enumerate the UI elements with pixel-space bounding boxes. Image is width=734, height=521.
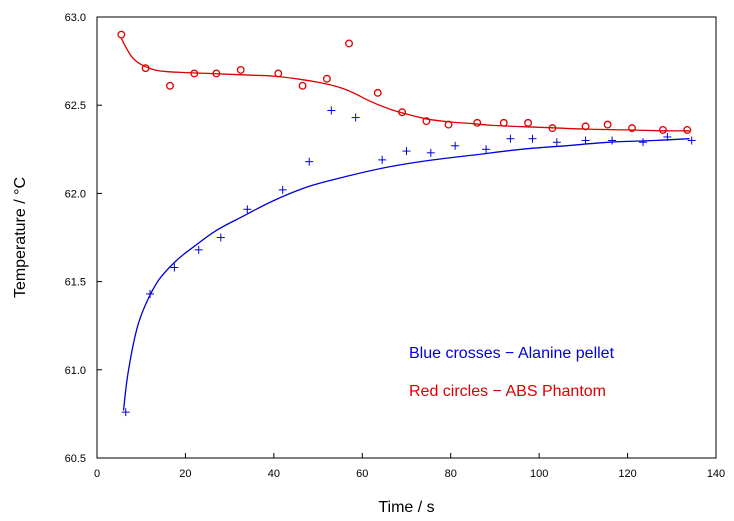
data-point-circle <box>444 120 453 129</box>
x-tick-label: 80 <box>445 468 457 480</box>
annotation-red-circles: Red circles − ABS Phantom <box>409 383 606 400</box>
data-markers <box>117 30 696 417</box>
data-point-cross <box>243 205 252 214</box>
axis-ticks <box>96 16 717 459</box>
annotation-blue-crosses: Blue crosses − Alanine pellet <box>409 345 615 362</box>
x-tick-label: 120 <box>618 468 636 480</box>
fit-curves <box>120 37 690 411</box>
data-point-cross <box>216 233 225 242</box>
y-axis-title: Temperature / °C <box>12 177 29 298</box>
data-point-cross <box>506 134 515 143</box>
data-point-circle <box>345 39 353 48</box>
data-point-cross <box>378 155 387 164</box>
data-point-circle <box>658 125 667 134</box>
data-point-cross <box>146 289 155 298</box>
data-point-cross <box>451 141 460 150</box>
data-point-circle <box>548 124 557 133</box>
tick-labels: 0 20 40 60 80 100 120 140 60.5 61.0 61.5 62.0 62.5 63… <box>65 12 726 480</box>
data-point-circle <box>212 69 221 78</box>
fit-curve-abs <box>120 37 690 132</box>
data-point-circle <box>166 81 174 90</box>
data-point-circle <box>683 125 692 134</box>
data-point-circle <box>398 108 407 117</box>
data-point-circle <box>322 74 331 83</box>
data-point-cross <box>327 106 336 115</box>
data-point-circle <box>236 65 245 74</box>
x-tick-label: 60 <box>356 468 368 480</box>
y-tick-label: 63.0 <box>65 12 86 24</box>
x-tick-label: 100 <box>530 468 548 480</box>
data-point-cross <box>121 408 130 417</box>
data-point-cross <box>528 134 537 143</box>
data-point-cross <box>608 136 617 145</box>
data-point-circle <box>524 118 533 127</box>
plot-frame <box>96 16 717 459</box>
data-point-circle <box>274 69 283 78</box>
y-tick-label: 61.5 <box>65 277 86 289</box>
data-point-cross <box>552 138 561 147</box>
data-point-cross <box>170 263 179 272</box>
data-point-circle <box>117 30 126 39</box>
data-point-circle <box>603 120 612 129</box>
data-point-cross <box>194 245 203 254</box>
data-point-cross <box>663 132 672 141</box>
y-tick-label: 61.0 <box>65 365 86 377</box>
data-point-cross <box>639 138 648 147</box>
data-point-circle <box>141 64 150 73</box>
x-tick-label: 20 <box>179 468 191 480</box>
data-point-circle <box>298 81 307 90</box>
data-point-circle <box>190 69 199 78</box>
data-point-circle <box>473 118 482 127</box>
data-point-cross <box>482 145 491 154</box>
data-point-circle <box>422 117 431 126</box>
fit-curve-alanine <box>122 138 690 411</box>
data-point-cross <box>581 136 590 145</box>
data-point-circle <box>628 124 636 133</box>
data-point-cross <box>402 147 411 156</box>
y-tick-label: 62.5 <box>65 100 86 112</box>
data-point-cross <box>687 136 696 145</box>
y-tick-label: 62.0 <box>65 188 86 200</box>
x-tick-label: 0 <box>94 468 100 480</box>
x-tick-label: 40 <box>268 468 280 480</box>
x-axis-title: Time / s <box>378 499 434 516</box>
data-point-cross <box>305 157 314 166</box>
data-point-circle <box>581 122 590 131</box>
data-point-circle <box>499 118 508 127</box>
data-point-cross <box>351 113 360 122</box>
data-point-cross <box>426 148 435 157</box>
y-tick-label: 60.5 <box>65 453 86 465</box>
data-point-circle <box>373 88 382 97</box>
data-point-cross <box>278 185 287 194</box>
x-tick-label: 140 <box>707 468 725 480</box>
